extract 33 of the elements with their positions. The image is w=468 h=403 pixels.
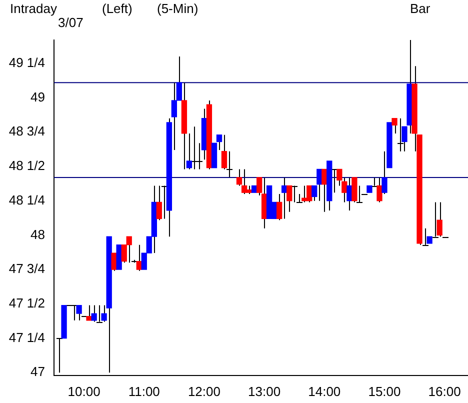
y-tick-label: 49 1/4 [8, 54, 45, 70]
candlestick [276, 193, 282, 221]
x-tick-label: 10:00 [68, 384, 100, 399]
x-tick-label: 16:00 [428, 384, 461, 399]
text: Intraday [10, 1, 57, 16]
candlestick [436, 202, 442, 238]
x-tick-label: 14:00 [308, 384, 341, 399]
y-tick-label: 48 [30, 226, 45, 242]
y-tick-label: 48 1/4 [8, 192, 45, 208]
chart-title: (5-Min) [157, 1, 198, 16]
y-tick-label: 48 3/4 [8, 124, 45, 139]
candlestick [296, 193, 303, 203]
candlestick [96, 304, 103, 323]
text: 3/07 [58, 15, 84, 30]
y-tick-label: 47 3/4 [8, 261, 45, 276]
x-tick-label: 13:00 [248, 384, 281, 399]
candlestick [432, 202, 439, 238]
y-tick-label: 47 [30, 364, 45, 380]
candlestick [392, 118, 398, 134]
candlestick [291, 185, 298, 203]
text: (Left) [102, 1, 132, 16]
text: Bar [410, 1, 430, 16]
candlestick [226, 150, 233, 178]
x-tick-label: 15:00 [368, 384, 401, 399]
x-tick-label: 11:00 [128, 384, 160, 399]
candlestick [196, 142, 203, 170]
y-tick-label: 49 [30, 89, 45, 104]
y-tick-label: 47 1/2 [8, 296, 45, 310]
y-tick-label: 47 1/4 [8, 330, 45, 345]
x-tick-label: 12:00 [188, 384, 220, 399]
candlestick [397, 118, 404, 152]
candlestick [422, 228, 429, 246]
y-tick-label: 48 1/2 [8, 158, 45, 174]
